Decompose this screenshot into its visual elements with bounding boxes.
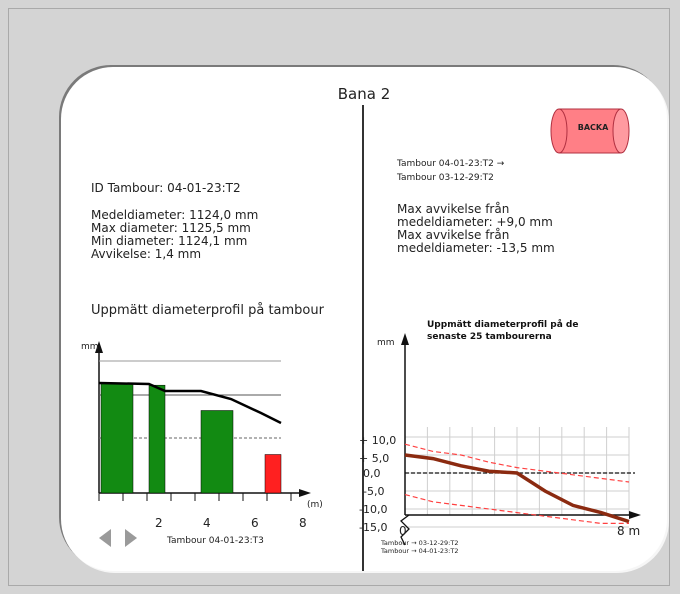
x-axis-arrow: [629, 511, 641, 519]
y-axis-arrow: [401, 333, 409, 345]
backa-button[interactable]: BACKA: [549, 103, 633, 159]
dev-min-label: Max avvikelse från: [397, 228, 510, 242]
x-tick-8: 8: [299, 516, 307, 530]
center-divider: [362, 105, 364, 571]
tambour-current: Tambour 04-01-23:T2 →: [397, 159, 505, 169]
cylinder-icon: [550, 108, 630, 154]
profile-title: Uppmätt diameterprofil på tambour: [91, 303, 324, 318]
ytick-m15: -15,0: [359, 521, 387, 534]
tambour-previous: Tambour 03-12-29:T2: [397, 173, 494, 183]
ytick-10: + 10,0: [359, 434, 396, 447]
backa-label: BACKA: [577, 123, 609, 132]
bar-1: [148, 384, 166, 494]
ytick-5: + 5,0: [359, 452, 389, 465]
dev-max-label: Max avvikelse från: [397, 202, 510, 216]
x-unit: (m): [307, 500, 323, 510]
chart-title-1: Uppmätt diameterprofil på de: [427, 319, 578, 330]
chart-title-2: senaste 25 tambourerna: [427, 332, 552, 342]
bar-2: [200, 410, 234, 494]
x-tick-4: 4: [203, 516, 211, 530]
dev-max-value: medeldiameter: +9,0 mm: [397, 215, 553, 229]
stat-mean: Medeldiameter: 1124,0 mm: [91, 208, 259, 222]
right-profile-chart: Uppmätt diameterprofil på de senaste 25 …: [359, 319, 641, 555]
x-ticks: [98, 493, 292, 501]
series-line-2: [404, 494, 629, 524]
profile-line: [98, 381, 282, 425]
bars-group: [100, 382, 282, 494]
stat-deviation: Avvikelse: 1,4 mm: [91, 247, 202, 261]
x-end: 8 m: [617, 524, 640, 538]
y-axis-arrow: [95, 341, 103, 353]
series-group: [404, 443, 630, 524]
grid: [404, 427, 630, 528]
left-chart-footer: Tambour 04-01-23:T3: [166, 536, 264, 546]
dev-min-value: medeldiameter: -13,5 mm: [397, 241, 555, 255]
series-line-0: [404, 453, 630, 524]
ytick-0: 0,0: [363, 467, 381, 480]
legend-2: Tambour → 04-01-23:T2: [380, 547, 458, 555]
ytick-m10: -10,0: [359, 503, 387, 516]
y-unit: mm: [377, 338, 395, 348]
x-start: 0: [399, 524, 407, 538]
left-profile-chart: mm (m) 2 4 6 8 Tambour 04-01-23:T3: [81, 341, 323, 547]
stat-max: Max diameter: 1125,5 mm: [91, 221, 251, 235]
x-axis-arrow: [299, 489, 311, 497]
tambour-id: ID Tambour: 04-01-23:T2: [91, 181, 241, 195]
legend-1: Tambour → 03-12-29:T2: [380, 539, 458, 547]
x-tick-6: 6: [251, 516, 259, 530]
stats-block: Medeldiameter: 1124,0 mm Max diameter: 1…: [91, 209, 258, 261]
window-frame: Bana 2 ID Tambour: 04-01-23:T2 Medeldiam…: [8, 8, 670, 586]
prev-arrow-icon[interactable]: [99, 529, 111, 547]
bar-0: [100, 382, 134, 494]
stat-min: Min diameter: 1124,1 mm: [91, 234, 248, 248]
deviation-block: Max avvikelse från medeldiameter: +9,0 m…: [397, 203, 555, 255]
next-arrow-icon[interactable]: [125, 529, 137, 547]
ytick-m5: -5,0: [363, 485, 384, 498]
page-title: Bana 2: [337, 85, 391, 103]
bar-3: [264, 454, 282, 494]
y-unit: mm: [81, 342, 99, 352]
axis-break: [400, 514, 410, 546]
x-tick-2: 2: [155, 516, 163, 530]
series-line-1: [404, 443, 630, 483]
main-panel: Bana 2 ID Tambour: 04-01-23:T2 Medeldiam…: [61, 67, 667, 571]
